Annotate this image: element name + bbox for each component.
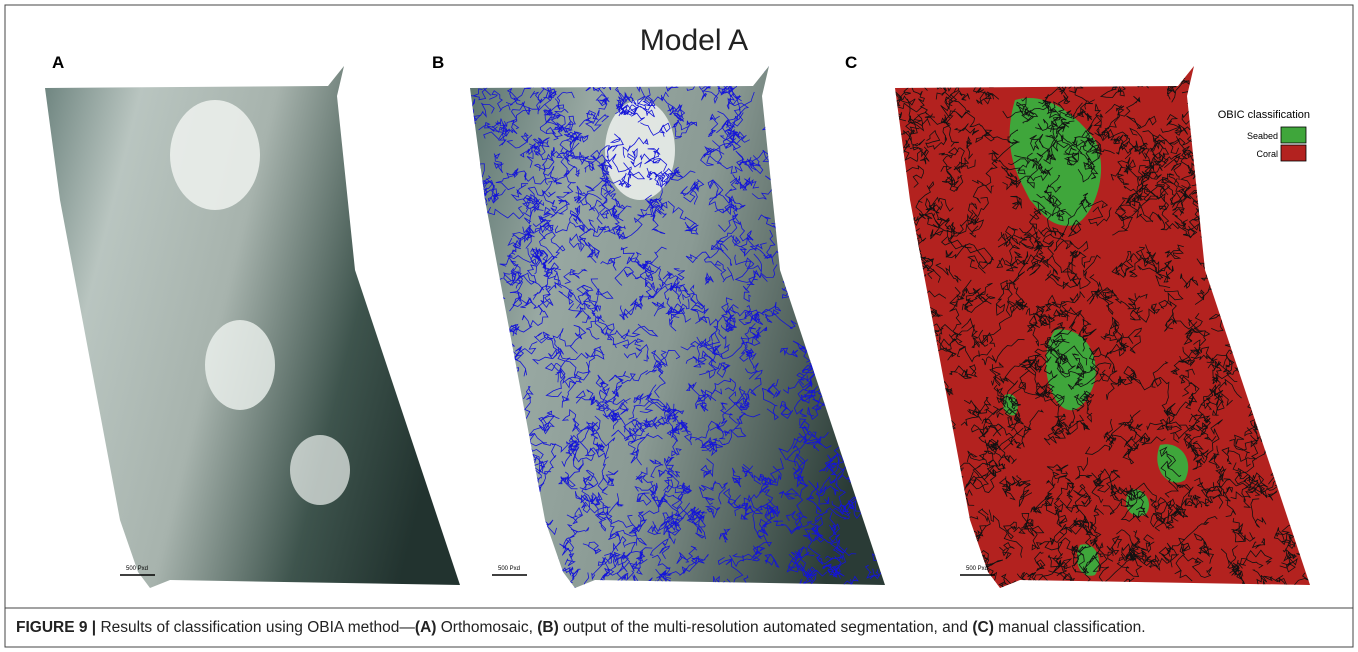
figure-title: Model A: [640, 24, 748, 57]
caption-ref: (A): [415, 619, 437, 636]
legend-label: Seabed: [1247, 131, 1278, 141]
coral-patches: [170, 100, 350, 505]
caption-text: Results of classification using OBIA met…: [100, 619, 415, 636]
legend-swatch: [1280, 144, 1307, 162]
legend-swatch: [1280, 126, 1307, 144]
caption-text: Orthomosaic,: [436, 619, 537, 636]
coral-patch: [605, 100, 675, 200]
scale-bar-label: 500 Pxd: [966, 566, 988, 572]
caption-ref: (B): [537, 619, 559, 636]
caption-text: manual classification.: [994, 619, 1146, 636]
legend-label: Coral: [1256, 149, 1278, 159]
seabed-areas: [1003, 98, 1189, 576]
panel-label: C: [845, 53, 857, 72]
orthomosaic: [45, 66, 460, 588]
coral-area: [895, 66, 1310, 588]
panel-label: A: [52, 53, 64, 72]
caption-text: output of the multi-resolution automated…: [559, 619, 973, 636]
panel-b: B 500 Pxd: [432, 53, 885, 588]
panel-c: C 500 Pxd OBIC classification Seabed Cora…: [845, 53, 1310, 588]
legend-title: OBIC classification: [1218, 109, 1310, 121]
caption-label: FIGURE 9 |: [16, 619, 96, 636]
caption-ref: (C): [972, 619, 994, 636]
scale-bar-label: 500 Pxd: [498, 566, 520, 572]
panel-label: B: [432, 53, 444, 72]
panel-a: A 500 Pxd: [45, 53, 460, 588]
caption: FIGURE 9 | Results of classification usi…: [16, 619, 1146, 636]
legend: Seabed Coral: [1247, 126, 1307, 162]
scale-bar-label: 500 Pxd: [126, 566, 148, 572]
frame: [4, 4, 1354, 648]
